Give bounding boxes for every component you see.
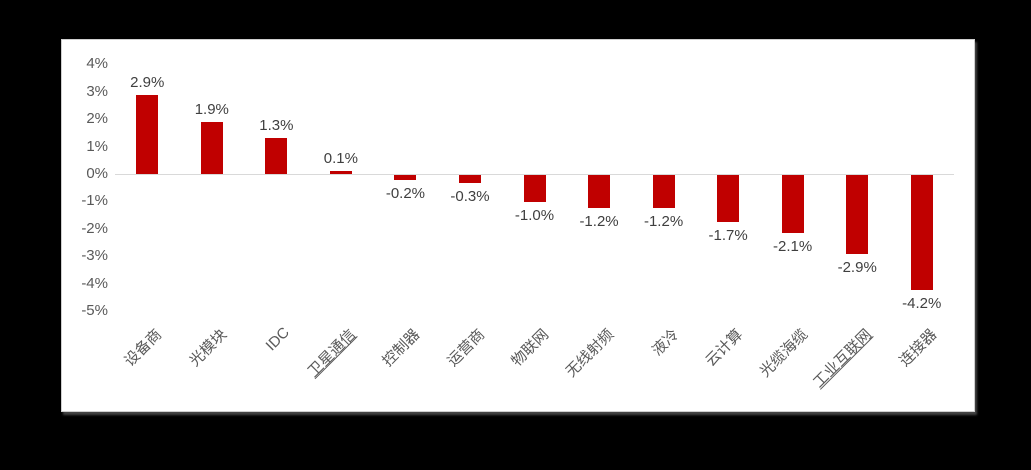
bar-卫星通信 (329, 171, 352, 174)
bar-物联网 (523, 175, 546, 203)
bar-光模块 (200, 121, 223, 174)
bar-云计算 (717, 175, 740, 222)
y-axis-tick-label: 1% (86, 137, 108, 155)
bar-value-label: 0.1% (323, 150, 358, 168)
bar-液冷 (652, 175, 675, 208)
bar-value-label: -2.9% (837, 259, 877, 277)
bar-设备商 (136, 94, 159, 174)
x-axis-label-设备商: 设备商 (121, 326, 166, 370)
bar-value-label: 1.9% (194, 100, 229, 118)
y-axis-tick-label: 4% (86, 55, 108, 73)
bar-value-label: -1.2% (643, 212, 684, 230)
bar-value-label: -0.3% (450, 188, 490, 206)
bar-value-label: -0.2% (385, 185, 426, 203)
y-axis-tick-label: -1% (81, 192, 108, 210)
bar-value-label: -2.1% (773, 237, 813, 255)
x-axis-label-控制器: 控制器 (379, 326, 424, 370)
x-axis-label-光模块: 光模块 (186, 326, 230, 370)
bar-工业互联网 (846, 175, 869, 255)
x-axis-label-液冷: 液冷 (648, 326, 682, 360)
bar-连接器 (910, 175, 933, 291)
y-axis-tick-label: 0% (86, 165, 108, 182)
bar-控制器 (394, 175, 417, 181)
x-axis-label-IDC: IDC (262, 324, 293, 355)
x-axis-label-物联网: 物联网 (508, 326, 553, 370)
zero-axis-line (115, 174, 954, 175)
y-axis-tick-label: -3% (81, 247, 108, 265)
bar-光缆海缆 (781, 175, 804, 233)
bar-value-label: 2.9% (130, 73, 165, 91)
bar-value-label: -1.2% (579, 212, 619, 230)
x-axis-label-光缆海缆: 光缆海缆 (756, 326, 811, 381)
y-axis-tick-label: -2% (81, 219, 108, 237)
y-axis-tick-label: 3% (86, 82, 108, 100)
x-axis-label-云计算: 云计算 (702, 326, 747, 370)
bar-无线射频 (588, 175, 611, 208)
y-axis-tick-label: -4% (81, 274, 108, 292)
bar-IDC (265, 138, 288, 174)
y-axis-tick-label: 2% (86, 110, 108, 128)
x-axis-label-工业互联网: 工业互联网 (810, 326, 876, 392)
y-axis-tick-label: -5% (81, 302, 108, 319)
bar-value-label: -4.2% (902, 295, 942, 313)
chart-panel: 4% 3% 2% 1% 0% -1% -2% -3% -4% -5% 2.9% 1.9% 1.3% 0.… (61, 39, 975, 412)
x-axis-label-无线射频: 无线射频 (562, 326, 618, 381)
x-axis-label-卫星通信: 卫星通信 (304, 326, 360, 381)
x-axis-label-运营商: 运营商 (444, 326, 489, 370)
bar-value-label: 1.3% (259, 117, 294, 135)
x-axis-label-连接器: 连接器 (896, 326, 940, 370)
bar-value-label: -1.0% (514, 207, 555, 225)
bar-运营商 (458, 175, 481, 184)
bar-value-label: -1.7% (708, 226, 748, 244)
